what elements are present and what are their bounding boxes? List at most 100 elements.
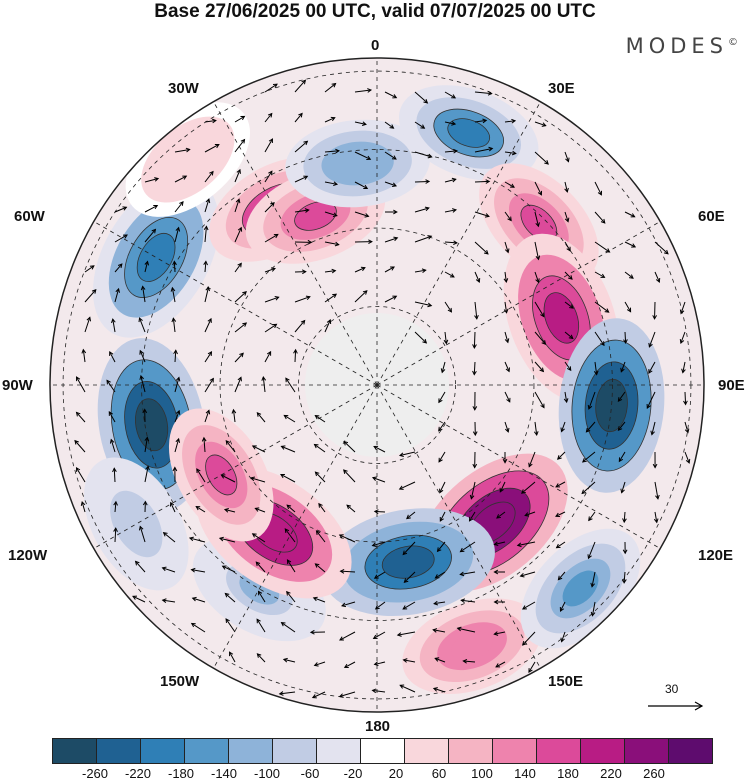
wind-vector [287, 559, 296, 573]
wind-vector-head [451, 121, 457, 126]
wind-vector [258, 591, 266, 603]
wind-vector [294, 296, 311, 303]
wind-vector [624, 301, 632, 312]
wind-vector-head [366, 155, 372, 161]
lon-label-30e: 30E [548, 80, 575, 97]
colorbar-tick-label: -140 [210, 766, 238, 781]
wind-vector [108, 411, 116, 423]
wind-vector-head [493, 599, 499, 605]
wind-vector-head [630, 213, 636, 218]
wind-vector [438, 391, 446, 403]
wind-vector-head [122, 206, 128, 211]
wind-vector-head [286, 504, 292, 510]
wind-vector-head [91, 288, 97, 294]
colorbar-tick-label: 220 [600, 766, 622, 781]
wind-vector [354, 211, 369, 217]
wind-vector [162, 567, 176, 573]
colorbar-tick-label: -100 [253, 766, 281, 781]
wind-vector [588, 391, 596, 410]
wind-vector-head [432, 687, 438, 692]
wind-vector [139, 526, 146, 543]
wind-vector-head [472, 406, 478, 411]
wind-vector-head [339, 568, 345, 574]
wind-vector [294, 140, 308, 153]
wind-vector-head [425, 179, 431, 184]
wind-vector [654, 271, 660, 283]
wind-vector [521, 481, 536, 494]
wind-vector-head [521, 640, 527, 646]
wind-vector [262, 376, 266, 393]
wind-vector [499, 481, 506, 493]
wind-vector [414, 180, 430, 183]
wind-vector-head [440, 368, 446, 374]
wind-vector [414, 301, 432, 307]
wind-vector-head [362, 290, 368, 295]
wind-vector-head [390, 266, 395, 271]
wind-vector [528, 661, 536, 673]
wind-vector [229, 651, 236, 663]
wind-vector-head [272, 323, 278, 329]
wind-vector [474, 147, 493, 153]
wind-vector-head [593, 370, 599, 376]
wind-vector [234, 263, 242, 273]
wind-vector [144, 437, 148, 453]
wind-vector [232, 409, 236, 423]
wind-vector-head [268, 138, 273, 144]
wind-vector [204, 226, 207, 243]
wind-vector-head [646, 403, 651, 409]
wind-vector-head [237, 262, 242, 268]
wind-vector [81, 501, 86, 513]
wind-vector-head [237, 376, 242, 382]
wind-vector-head [451, 94, 457, 99]
wind-vector-head [541, 340, 547, 345]
wind-vector-head [211, 118, 217, 124]
wind-vector-head [331, 82, 337, 88]
wind-vector-head [438, 398, 443, 404]
brand-text: MODES [625, 34, 728, 58]
wind-vector [114, 206, 127, 213]
wind-vector [189, 537, 206, 543]
wind-vector [594, 241, 610, 253]
wind-vector-head [495, 663, 501, 668]
wind-vector [191, 569, 206, 573]
colorbar-tick-label: -20 [343, 766, 363, 781]
wind-vector [324, 150, 340, 153]
wind-vector-head [214, 143, 220, 149]
wind-vector [286, 591, 296, 603]
wind-vector-head [496, 514, 501, 519]
wind-vector [474, 91, 492, 95]
wind-vector [534, 211, 539, 227]
wind-vector-head [447, 307, 452, 313]
wind-vector-head [371, 542, 377, 547]
wind-vector-head [255, 561, 261, 567]
wind-vector [281, 445, 296, 453]
wind-vector [414, 151, 432, 158]
wind-vector [494, 541, 506, 545]
wind-vector [324, 293, 337, 303]
lon-label-150e: 150E [548, 673, 584, 690]
wind-vector-head [256, 618, 261, 624]
wind-vector-head [273, 233, 279, 239]
wind-vector [414, 235, 432, 243]
wind-vector-head [343, 440, 349, 446]
wind-vector [624, 241, 636, 248]
wind-vector-head [373, 661, 379, 666]
wind-vector-head [112, 467, 117, 473]
wind-vector-head [459, 571, 465, 577]
wind-vector [444, 241, 457, 244]
wind-vector-head [653, 518, 659, 524]
lon-label-90w: 90W [2, 377, 33, 394]
wind-vector [144, 178, 159, 183]
wind-vector-head [221, 565, 227, 570]
wind-vector-head [439, 488, 444, 494]
wind-vector-head [557, 455, 562, 460]
wind-vector-head [569, 304, 574, 309]
wind-vector-head [109, 438, 115, 444]
wind-vector-head [188, 536, 194, 542]
wind-vector [474, 271, 480, 283]
meridian-line [79, 212, 378, 386]
wind-vector [444, 301, 452, 313]
wind-vector [84, 265, 95, 273]
wind-vector [234, 169, 241, 183]
wind-vector-head [684, 428, 690, 434]
